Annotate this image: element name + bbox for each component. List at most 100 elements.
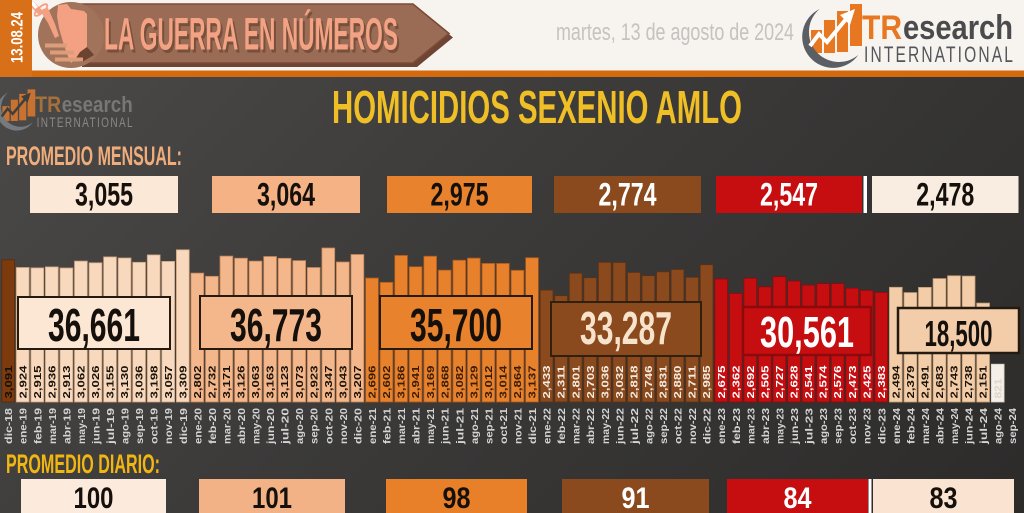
svg-text:2,915: 2,915	[33, 365, 44, 399]
svg-text:ago-22: ago-22	[643, 408, 655, 444]
svg-text:2,864: 2,864	[513, 365, 524, 399]
svg-text:TR: TR	[862, 9, 902, 47]
svg-text:feb-19: feb-19	[32, 408, 44, 444]
svg-text:ago-21: ago-21	[469, 408, 481, 444]
svg-text:3,073: 3,073	[295, 365, 306, 399]
svg-text:may-22: may-22	[600, 408, 612, 444]
svg-text:2,473: 2,473	[848, 365, 859, 399]
svg-text:3,026: 3,026	[91, 365, 102, 399]
svg-text:2,491: 2,491	[921, 365, 932, 399]
svg-text:2,311: 2,311	[557, 365, 568, 399]
svg-text:sep-22: sep-22	[658, 408, 670, 444]
svg-text:13.08.24: 13.08.24	[8, 12, 27, 63]
svg-text:2,818: 2,818	[630, 365, 641, 399]
svg-text:2,743: 2,743	[950, 365, 961, 399]
svg-text:2,936: 2,936	[47, 365, 58, 399]
svg-text:sep-20: sep-20	[309, 408, 321, 444]
svg-text:jul-21: jul-21	[454, 408, 466, 446]
svg-text:2,941: 2,941	[411, 365, 422, 399]
svg-text:nov-20: nov-20	[338, 408, 350, 444]
svg-text:2,802: 2,802	[193, 365, 204, 399]
svg-text:PROMEDIO MENSUAL:: PROMEDIO MENSUAL:	[6, 141, 182, 171]
svg-text:jul-24: jul-24	[978, 408, 990, 446]
svg-text:3,163: 3,163	[266, 365, 277, 399]
svg-text:2,541: 2,541	[804, 365, 815, 399]
svg-text:LA GUERRA EN NÚMEROS: LA GUERRA EN NÚMEROS	[106, 12, 400, 63]
svg-text:ene-19: ene-19	[18, 408, 30, 444]
svg-text:abr-21: abr-21	[411, 408, 423, 444]
svg-text:3,062: 3,062	[77, 365, 88, 399]
svg-text:2,151: 2,151	[979, 365, 990, 399]
svg-text:jun-21: jun-21	[440, 408, 452, 445]
svg-text:2,505: 2,505	[761, 365, 772, 399]
svg-text:feb-24: feb-24	[905, 408, 917, 444]
svg-text:2,738: 2,738	[964, 365, 975, 399]
svg-text:3,057: 3,057	[164, 365, 175, 399]
svg-text:3,123: 3,123	[280, 365, 291, 399]
svg-text:2,628: 2,628	[790, 365, 801, 399]
svg-text:2,774: 2,774	[599, 177, 657, 213]
svg-text:oct-23: oct-23	[847, 408, 859, 444]
svg-text:oct-19: oct-19	[149, 408, 161, 444]
svg-text:esearch: esearch	[62, 92, 133, 117]
svg-text:nov-22: nov-22	[687, 408, 699, 444]
svg-text:jul-20: jul-20	[280, 408, 292, 446]
svg-text:3,198: 3,198	[149, 365, 160, 399]
svg-text:jun-22: jun-22	[614, 408, 626, 445]
svg-text:3,129: 3,129	[469, 365, 480, 399]
svg-text:100: 100	[74, 482, 114, 513]
svg-text:feb-23: feb-23	[731, 408, 743, 444]
svg-text:mar-23: mar-23	[745, 408, 757, 444]
svg-text:martes, 13 de agosto de 2024: martes, 13 de agosto de 2024	[556, 19, 794, 46]
svg-text:2,494: 2,494	[891, 365, 902, 399]
svg-text:ene-22: ene-22	[542, 408, 554, 444]
svg-text:dic-19: dic-19	[178, 408, 190, 444]
svg-text:33,287: 33,287	[580, 302, 672, 354]
svg-text:abr-22: abr-22	[585, 408, 597, 444]
svg-text:36,773: 36,773	[230, 299, 322, 351]
svg-text:2,576: 2,576	[833, 365, 844, 399]
svg-text:84: 84	[784, 482, 812, 513]
svg-text:2,924: 2,924	[18, 365, 29, 399]
svg-text:3,126: 3,126	[237, 365, 248, 399]
svg-text:oct-21: oct-21	[498, 408, 510, 444]
svg-text:3,043: 3,043	[338, 365, 349, 399]
svg-text:3,186: 3,186	[397, 365, 408, 399]
svg-text:2,425: 2,425	[862, 365, 873, 399]
svg-text:3,055: 3,055	[75, 177, 133, 213]
svg-text:abr-20: abr-20	[236, 408, 248, 444]
svg-text:3,207: 3,207	[353, 365, 364, 399]
svg-text:ene-23: ene-23	[716, 408, 728, 444]
svg-text:INTERNATIONAL: INTERNATIONAL	[37, 115, 134, 131]
svg-text:2,379: 2,379	[906, 365, 917, 399]
svg-text:dic-20: dic-20	[352, 408, 364, 444]
svg-text:jun-23: jun-23	[789, 408, 801, 445]
svg-text:ene-21: ene-21	[367, 408, 379, 444]
svg-text:2,703: 2,703	[586, 365, 597, 399]
svg-text:may-19: may-19	[76, 408, 88, 444]
svg-text:abr-19: abr-19	[61, 408, 73, 444]
svg-text:PROMEDIO DIARIO:: PROMEDIO DIARIO:	[6, 449, 160, 479]
svg-text:ago-23: ago-23	[818, 408, 830, 444]
svg-text:3,155: 3,155	[106, 365, 117, 399]
svg-text:3,012: 3,012	[484, 365, 495, 399]
svg-text:2,732: 2,732	[208, 365, 219, 399]
svg-text:TR: TR	[35, 92, 61, 117]
svg-text:2,913: 2,913	[62, 365, 73, 399]
svg-text:36,661: 36,661	[48, 299, 140, 351]
svg-text:83: 83	[930, 482, 958, 513]
svg-text:jun-24: jun-24	[964, 408, 976, 445]
svg-text:HOMICIDIOS SEXENIO AMLO: HOMICIDIOS SEXENIO AMLO	[332, 81, 742, 133]
svg-text:sep-24: sep-24	[1007, 408, 1019, 444]
svg-text:2,746: 2,746	[644, 365, 655, 399]
svg-text:2,801: 2,801	[571, 365, 582, 399]
svg-text:18,500: 18,500	[925, 313, 993, 354]
svg-text:jul-22: jul-22	[629, 408, 641, 446]
svg-text:oct-22: oct-22	[673, 408, 685, 444]
svg-text:2,574: 2,574	[819, 365, 830, 399]
svg-text:jun-19: jun-19	[91, 408, 103, 445]
svg-text:3,091: 3,091	[4, 365, 15, 399]
svg-text:2,478: 2,478	[916, 177, 974, 213]
svg-text:feb-22: feb-22	[556, 408, 568, 444]
svg-text:2,362: 2,362	[731, 365, 742, 399]
